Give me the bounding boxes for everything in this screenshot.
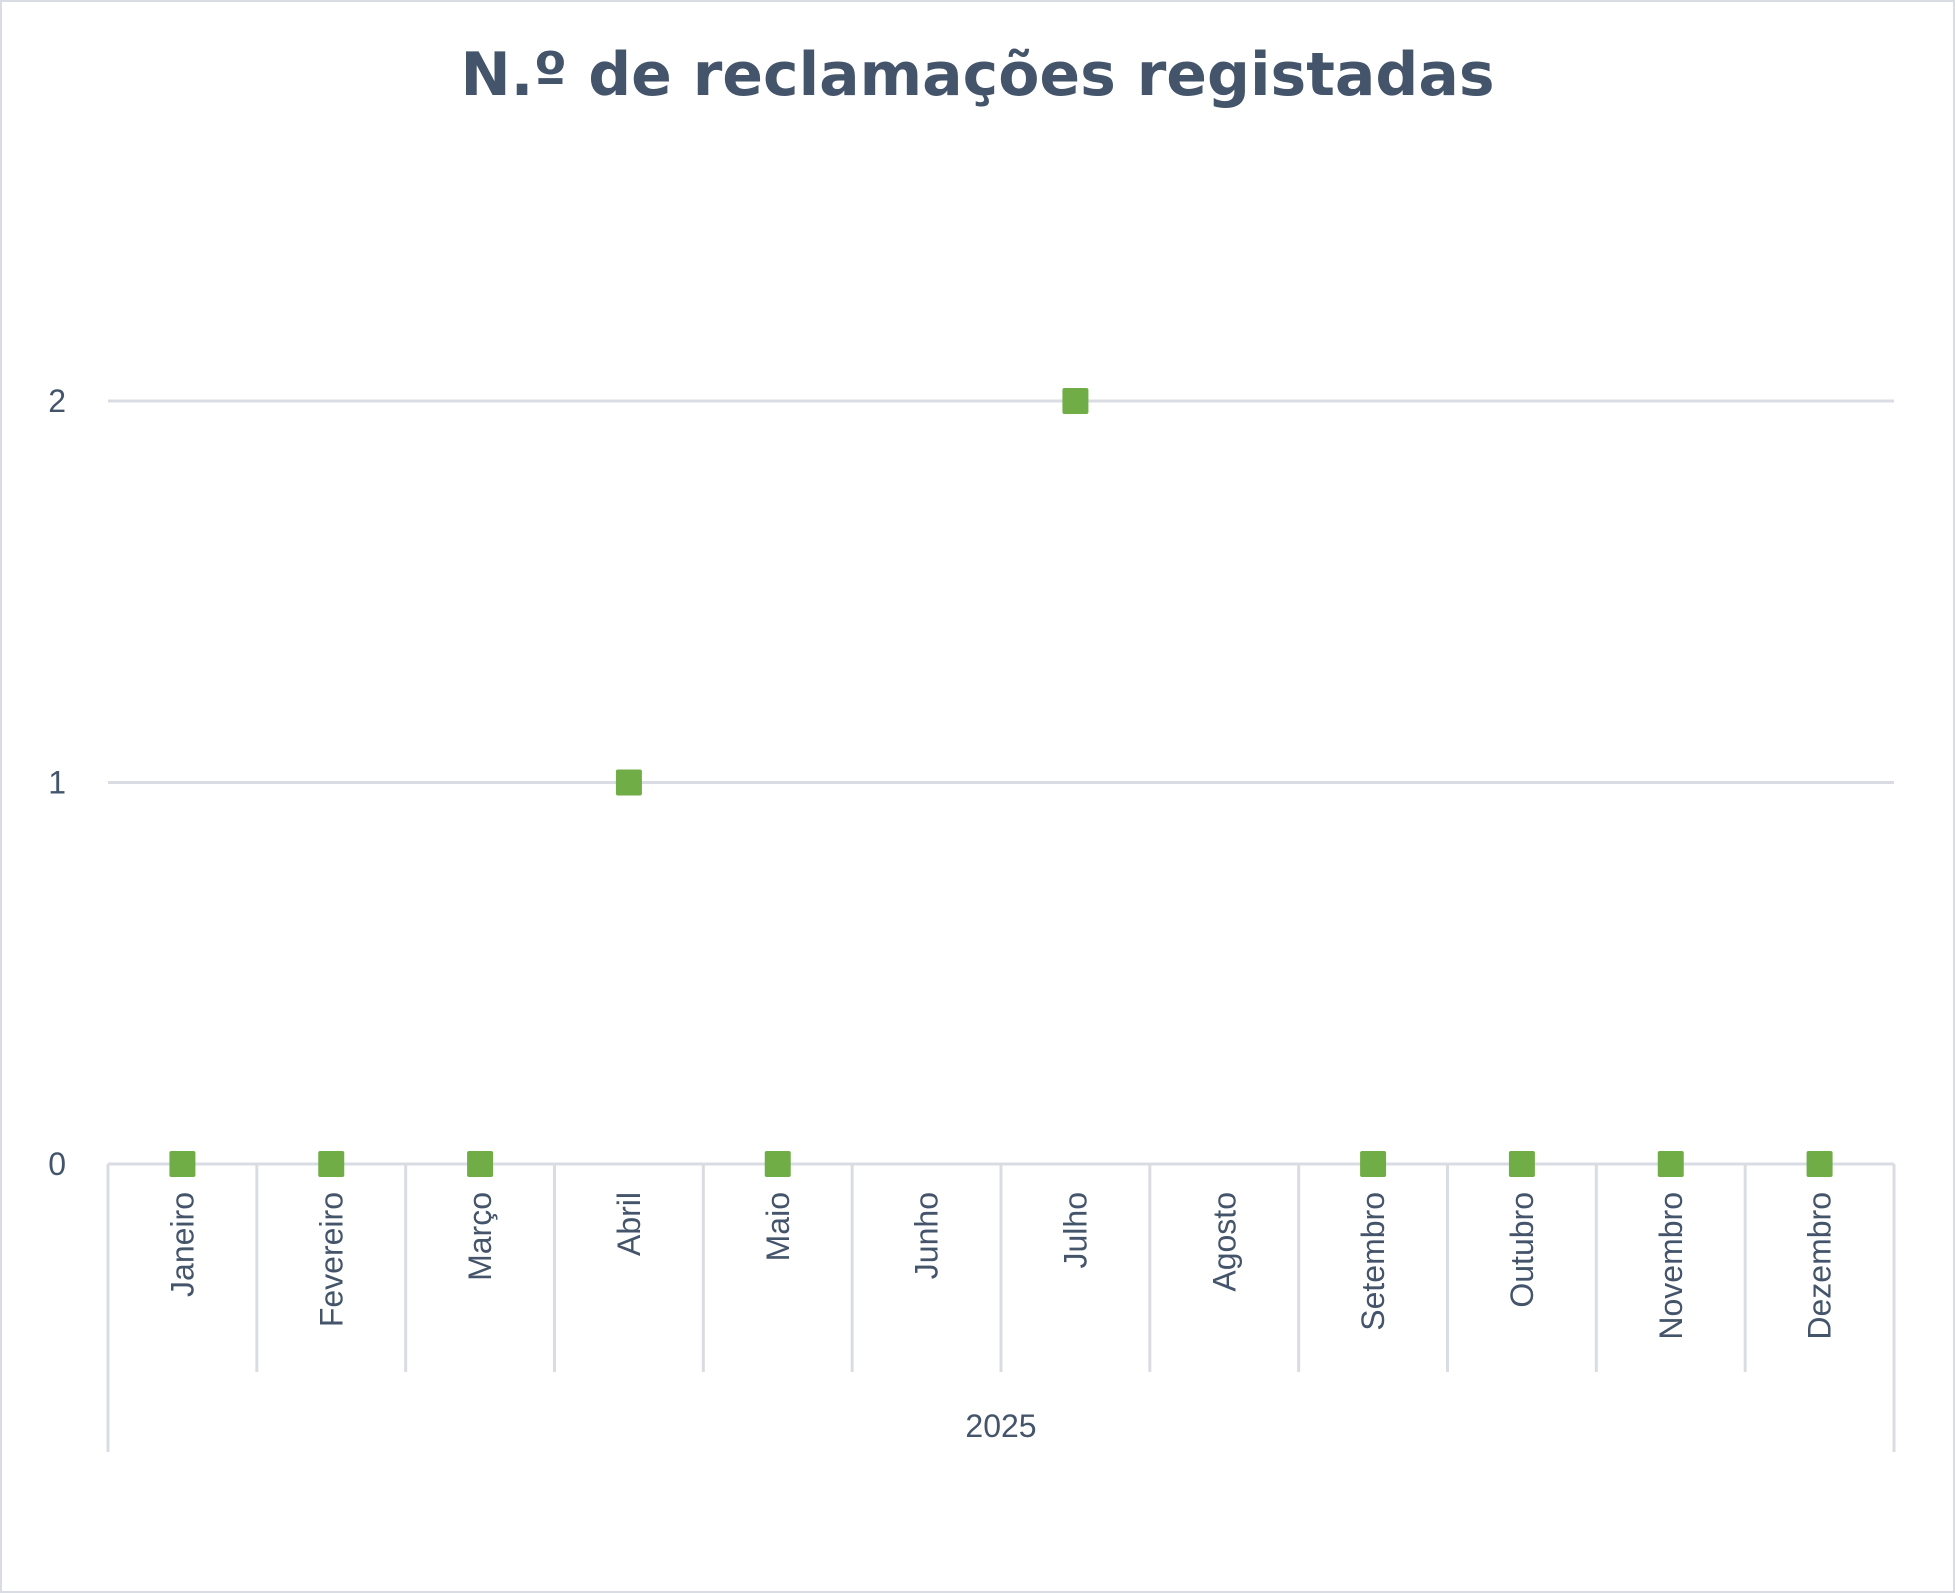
chart-title: N.º de reclamações registadas [460, 40, 1495, 110]
data-point-setembro [1360, 1151, 1387, 1177]
data-point-outubro [1508, 1151, 1535, 1177]
data-point-novembro [1657, 1151, 1684, 1177]
x-tick-label-agosto: Agosto [1206, 1192, 1242, 1292]
x-tick-label-junho: Junho [909, 1192, 945, 1279]
x-tick-label-dezembro: Dezembro [1802, 1192, 1838, 1340]
y-tick-label: 2 [48, 383, 66, 419]
x-tick-label-maio: Maio [760, 1192, 796, 1261]
x-group-label: 2025 [965, 1408, 1036, 1444]
x-tick-label-novembro: Novembro [1653, 1192, 1689, 1340]
x-tick-label-janeiro: Janeiro [164, 1192, 200, 1297]
data-point-janeiro [169, 1151, 196, 1177]
x-tick-label-fevereiro: Fevereiro [313, 1192, 349, 1327]
data-point-abril [615, 769, 642, 796]
x-tick-label-setembro: Setembro [1355, 1192, 1391, 1331]
x-tick-label-julho: Julho [1057, 1192, 1093, 1269]
y-tick-label: 1 [48, 765, 66, 801]
y-tick-label: 0 [48, 1146, 66, 1182]
x-tick-label-abril: Abril [611, 1192, 647, 1256]
data-point-dezembro [1806, 1151, 1833, 1177]
x-tick-label-março: Março [462, 1192, 498, 1281]
data-point-fevereiro [318, 1151, 345, 1177]
data-point-maio [764, 1151, 791, 1177]
x-tick-label-outubro: Outubro [1504, 1192, 1540, 1308]
data-point-julho [1062, 388, 1089, 414]
data-point-março [467, 1151, 494, 1177]
